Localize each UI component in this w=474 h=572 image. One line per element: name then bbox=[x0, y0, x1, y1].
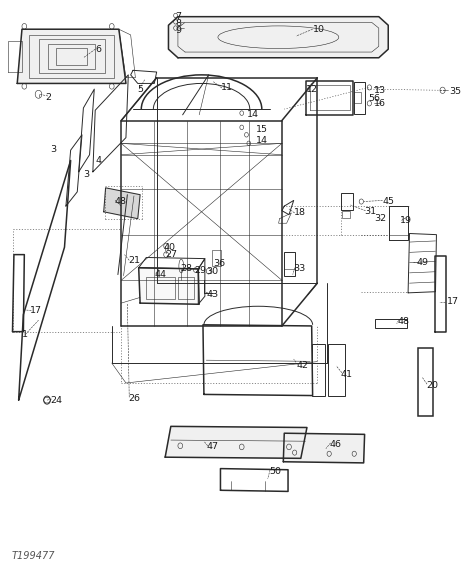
Text: 14: 14 bbox=[256, 136, 268, 145]
Bar bbox=[312, 344, 325, 396]
Text: 43: 43 bbox=[206, 290, 219, 299]
Polygon shape bbox=[283, 433, 365, 463]
Text: 48: 48 bbox=[398, 317, 410, 326]
Text: 44: 44 bbox=[155, 270, 166, 279]
Text: 46: 46 bbox=[329, 440, 341, 449]
Polygon shape bbox=[168, 17, 388, 58]
Text: 5: 5 bbox=[138, 85, 144, 94]
Text: 1: 1 bbox=[22, 330, 28, 339]
Bar bbox=[342, 210, 350, 217]
Bar bbox=[375, 319, 407, 328]
Polygon shape bbox=[139, 268, 199, 304]
Bar bbox=[341, 193, 353, 210]
Text: 10: 10 bbox=[313, 25, 325, 34]
Text: 13: 13 bbox=[374, 86, 386, 95]
Text: 45: 45 bbox=[383, 197, 394, 206]
Text: 28: 28 bbox=[180, 264, 192, 273]
Bar bbox=[212, 250, 221, 266]
Text: 26: 26 bbox=[128, 395, 140, 403]
Polygon shape bbox=[17, 29, 126, 84]
Polygon shape bbox=[104, 188, 140, 219]
Text: 9: 9 bbox=[175, 26, 182, 35]
Text: 2: 2 bbox=[46, 93, 52, 102]
Text: 12: 12 bbox=[306, 85, 318, 94]
Text: 3: 3 bbox=[50, 145, 56, 153]
Text: 27: 27 bbox=[165, 250, 177, 259]
Bar bbox=[146, 277, 174, 299]
Text: 11: 11 bbox=[220, 84, 232, 93]
Bar bbox=[284, 252, 295, 276]
Text: 4: 4 bbox=[95, 156, 101, 165]
Bar bbox=[56, 48, 87, 65]
Text: 20: 20 bbox=[426, 382, 438, 390]
Text: 48: 48 bbox=[114, 197, 126, 206]
Bar bbox=[178, 277, 194, 299]
Bar bbox=[38, 39, 105, 73]
Text: 35: 35 bbox=[449, 88, 461, 97]
Bar bbox=[354, 92, 361, 104]
Text: 33: 33 bbox=[294, 264, 306, 273]
Text: 29: 29 bbox=[194, 265, 207, 275]
Text: 19: 19 bbox=[400, 216, 412, 225]
Text: 8: 8 bbox=[175, 19, 182, 28]
Text: 49: 49 bbox=[417, 257, 428, 267]
Text: 31: 31 bbox=[365, 207, 377, 216]
Text: 32: 32 bbox=[374, 214, 386, 223]
Text: 17: 17 bbox=[447, 297, 459, 307]
Text: 14: 14 bbox=[246, 110, 258, 120]
Text: 18: 18 bbox=[294, 208, 306, 217]
Text: 50: 50 bbox=[269, 467, 281, 476]
Text: 40: 40 bbox=[164, 243, 176, 252]
Bar bbox=[328, 344, 345, 396]
Text: 36: 36 bbox=[213, 259, 226, 268]
Text: 30: 30 bbox=[206, 267, 219, 276]
Text: T199477: T199477 bbox=[11, 551, 55, 561]
Text: 47: 47 bbox=[206, 442, 219, 451]
Bar bbox=[354, 82, 365, 114]
Polygon shape bbox=[165, 426, 307, 458]
Text: 7: 7 bbox=[175, 12, 182, 21]
Text: 16: 16 bbox=[374, 99, 386, 108]
Text: 21: 21 bbox=[128, 256, 140, 265]
Text: 3: 3 bbox=[83, 170, 90, 179]
Bar bbox=[418, 348, 433, 416]
Text: 24: 24 bbox=[50, 396, 62, 404]
Text: 56: 56 bbox=[368, 94, 381, 104]
Text: 6: 6 bbox=[95, 45, 101, 54]
Bar bbox=[48, 44, 95, 69]
Text: 15: 15 bbox=[256, 125, 268, 134]
Bar bbox=[29, 35, 114, 78]
Text: 42: 42 bbox=[296, 362, 308, 371]
Text: 17: 17 bbox=[30, 306, 42, 315]
Text: 41: 41 bbox=[341, 370, 353, 379]
